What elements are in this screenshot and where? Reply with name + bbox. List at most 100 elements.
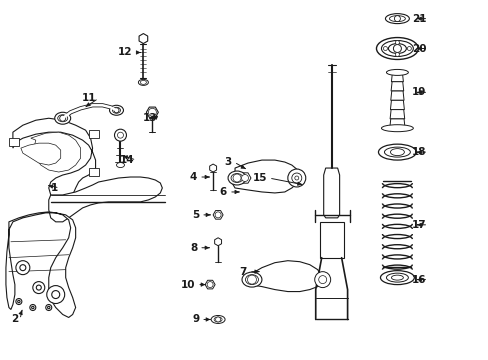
Circle shape [291,173,301,183]
Text: 20: 20 [411,44,426,54]
Circle shape [47,306,50,309]
Text: 9: 9 [192,314,199,324]
Polygon shape [88,168,99,176]
Circle shape [33,282,45,293]
Ellipse shape [380,271,413,285]
Ellipse shape [116,163,124,167]
Text: 2: 2 [11,314,18,324]
Circle shape [215,317,220,322]
Polygon shape [213,211,223,219]
Polygon shape [390,91,403,100]
Circle shape [395,41,399,45]
Polygon shape [6,212,76,318]
Circle shape [114,108,119,113]
Ellipse shape [388,15,405,22]
Text: 4: 4 [189,172,197,182]
Circle shape [287,169,305,187]
Circle shape [233,174,241,182]
Text: 5: 5 [191,210,199,220]
Polygon shape [389,100,404,109]
Polygon shape [390,72,403,82]
Circle shape [314,272,330,288]
Circle shape [395,53,399,57]
Ellipse shape [378,144,415,160]
Ellipse shape [58,115,67,122]
Polygon shape [49,177,162,222]
Polygon shape [214,238,221,246]
Ellipse shape [230,174,243,183]
Ellipse shape [109,105,123,115]
Polygon shape [246,261,321,292]
Circle shape [407,46,410,50]
Ellipse shape [112,107,120,113]
Circle shape [114,129,126,141]
Ellipse shape [389,149,404,156]
Text: 11: 11 [82,93,96,103]
Circle shape [394,15,400,22]
Text: 8: 8 [189,243,197,253]
Circle shape [16,298,22,305]
Circle shape [318,276,326,284]
Circle shape [46,305,52,310]
Polygon shape [389,109,404,119]
Circle shape [47,285,64,303]
Ellipse shape [386,273,407,282]
Text: 10: 10 [181,280,195,289]
Polygon shape [31,132,81,172]
Circle shape [20,265,26,271]
Circle shape [18,300,20,303]
Ellipse shape [387,44,406,54]
Circle shape [117,132,123,138]
Circle shape [32,306,34,309]
Text: 17: 17 [411,220,426,230]
Text: 15: 15 [252,173,266,183]
Circle shape [241,175,248,181]
Ellipse shape [385,14,408,24]
Text: 3: 3 [224,157,232,167]
Circle shape [383,46,386,50]
Circle shape [207,282,213,288]
Ellipse shape [390,275,403,280]
Text: 21: 21 [411,14,426,24]
Circle shape [148,108,156,116]
Ellipse shape [386,69,407,75]
Ellipse shape [242,272,262,287]
Polygon shape [21,143,61,165]
Circle shape [30,305,36,310]
Circle shape [247,275,256,284]
Polygon shape [232,160,299,193]
Circle shape [393,45,401,53]
Polygon shape [389,119,404,128]
Text: 14: 14 [120,155,134,165]
Circle shape [294,176,298,180]
Polygon shape [319,222,343,258]
Circle shape [16,261,30,275]
Polygon shape [9,138,19,146]
Polygon shape [390,82,403,91]
Polygon shape [323,168,339,218]
Ellipse shape [376,37,417,59]
Polygon shape [13,118,95,202]
Ellipse shape [227,171,245,185]
Ellipse shape [214,317,222,322]
Text: 1: 1 [50,183,58,193]
Circle shape [215,212,221,218]
Text: 12: 12 [118,48,132,58]
Text: 16: 16 [411,275,426,285]
Ellipse shape [211,315,224,323]
Polygon shape [239,173,250,183]
Text: 7: 7 [239,267,246,276]
Polygon shape [205,280,215,289]
Polygon shape [146,107,158,117]
Circle shape [52,291,60,298]
Polygon shape [88,130,99,138]
Polygon shape [139,33,147,44]
Text: 6: 6 [220,187,226,197]
Ellipse shape [384,147,409,157]
Circle shape [36,285,41,290]
Circle shape [60,115,65,121]
Polygon shape [209,164,216,172]
Ellipse shape [245,275,258,285]
Ellipse shape [381,41,412,57]
Text: 13: 13 [142,113,157,123]
